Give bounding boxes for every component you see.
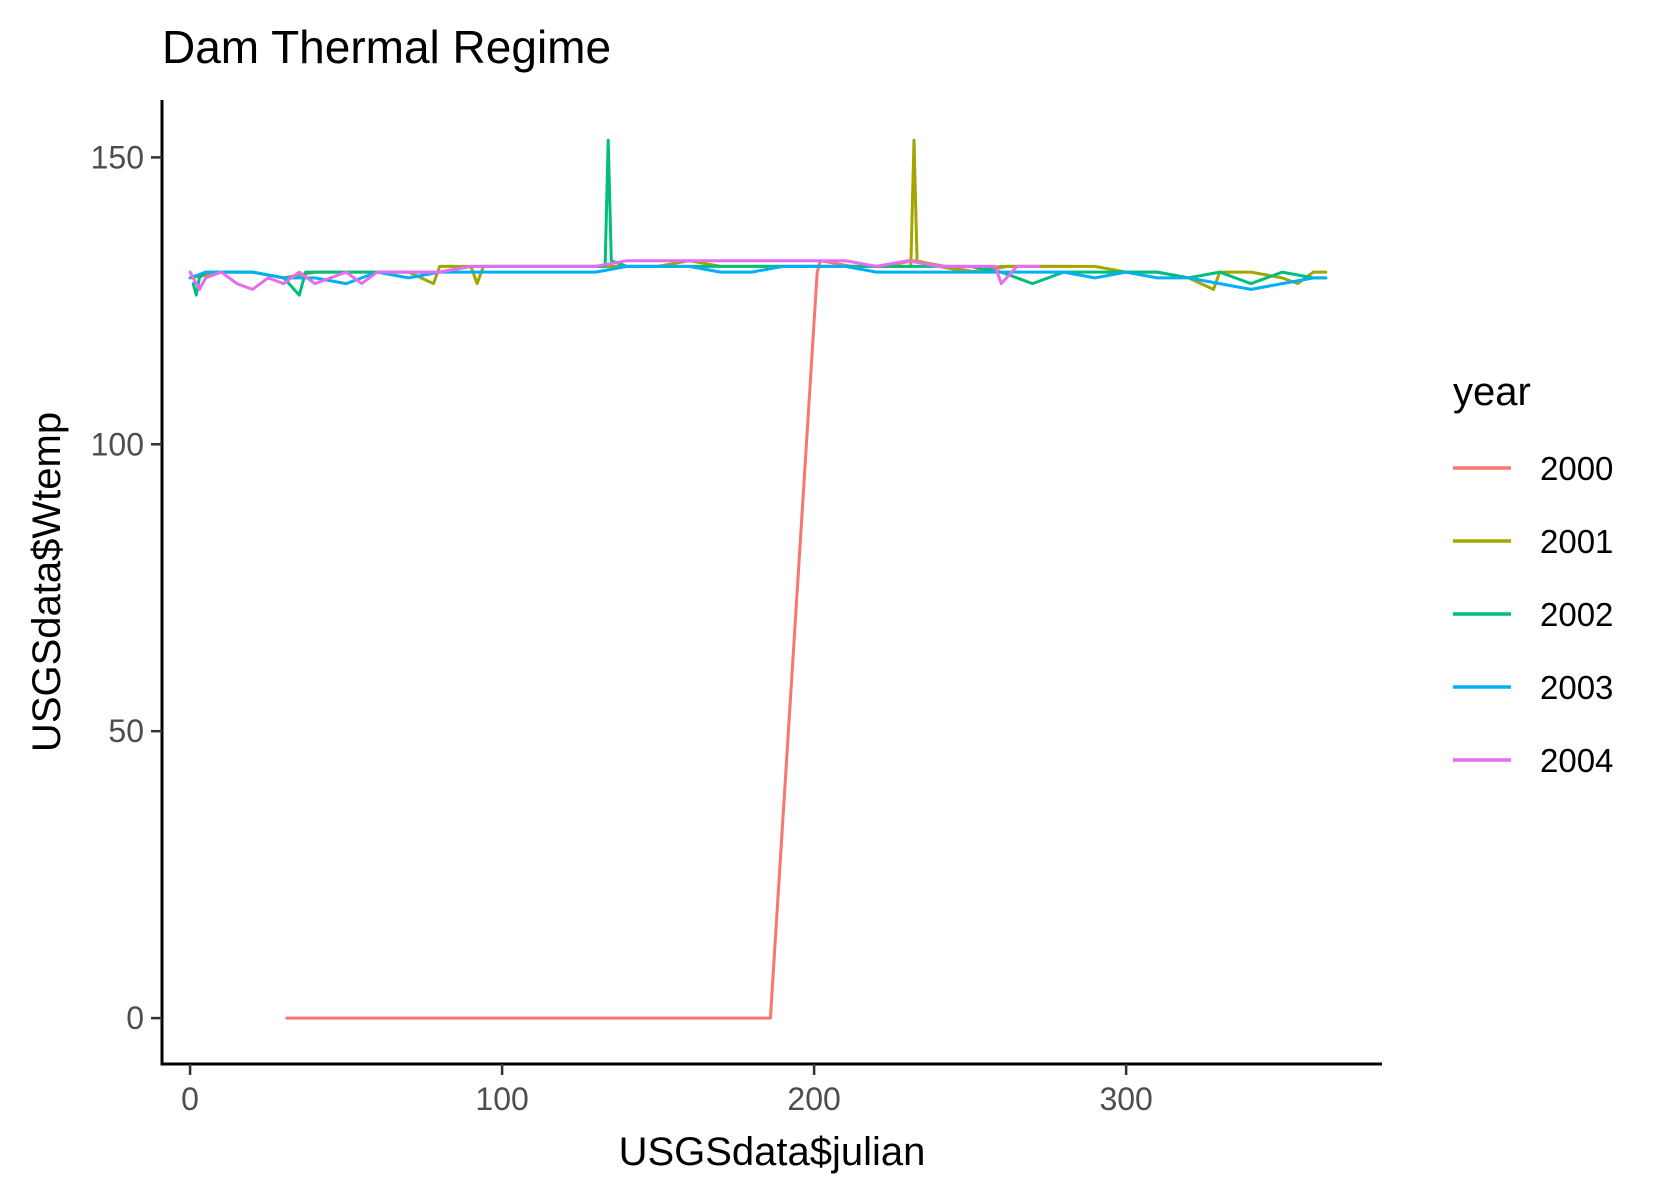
x-axis-ticks: 0 100 200 300 xyxy=(181,1064,1153,1117)
legend-label-2004: 2004 xyxy=(1540,742,1613,779)
y-tick-label: 150 xyxy=(91,139,144,175)
legend-label-2001: 2001 xyxy=(1540,523,1613,560)
legend: year 2000 2001 2002 2003 2004 xyxy=(1453,370,1613,779)
y-tick-label: 50 xyxy=(108,713,144,749)
x-tick-label: 200 xyxy=(787,1081,840,1117)
x-tick-label: 300 xyxy=(1099,1081,1152,1117)
series-line-2000 xyxy=(285,259,1072,1020)
series-line-2004 xyxy=(188,259,1041,291)
legend-label-2002: 2002 xyxy=(1540,596,1613,633)
chart-title: Dam Thermal Regime xyxy=(162,21,611,73)
legend-label-2000: 2000 xyxy=(1540,450,1613,487)
x-tick-label: 0 xyxy=(181,1081,199,1117)
legend-label-2003: 2003 xyxy=(1540,669,1613,706)
y-axis-ticks: 0 50 100 150 xyxy=(91,139,162,1036)
y-tick-label: 100 xyxy=(91,426,144,462)
legend-items: 2000 2001 2002 2003 2004 xyxy=(1453,450,1613,779)
y-tick-label: 0 xyxy=(126,1000,144,1036)
y-axis-title: USGSdata$Wtemp xyxy=(25,412,69,752)
series-line-2003 xyxy=(188,264,1328,291)
x-tick-label: 100 xyxy=(475,1081,528,1117)
legend-title: year xyxy=(1453,370,1531,414)
x-axis-title: USGSdata$julian xyxy=(619,1130,926,1174)
series-layer xyxy=(188,138,1328,1020)
